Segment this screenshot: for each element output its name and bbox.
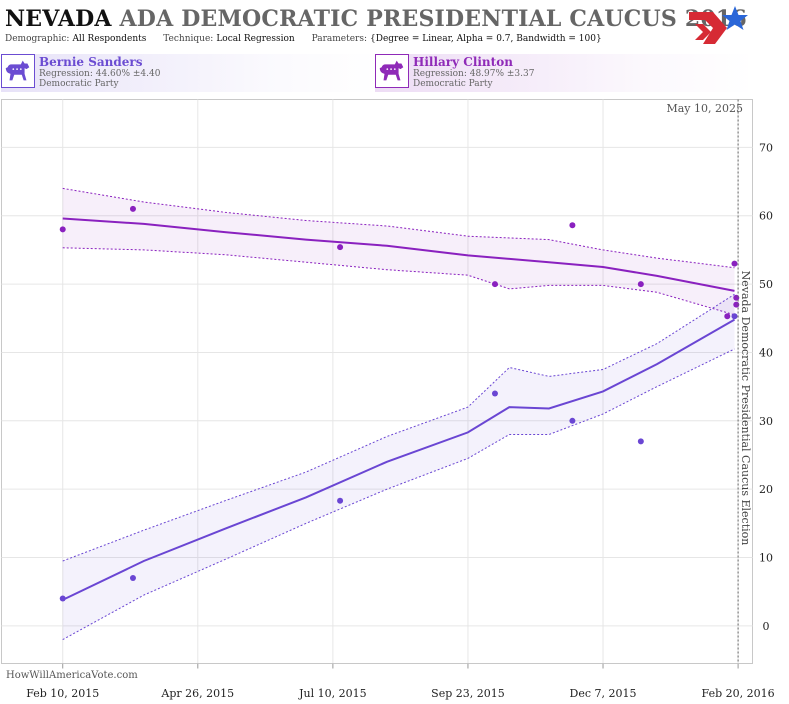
poll-point-clinton [724,313,731,320]
x-tick-label: Apr 26, 2015 [160,687,234,700]
candidate-party: Democratic Party [39,79,119,89]
y-tick-label: 50 [759,278,773,291]
x-axis: Feb 10, 2015 Apr 26, 2015 Jul 10, 2015 Sep … [26,663,775,700]
poll-point-sanders [59,595,66,602]
demographic-value: All Respondents [72,34,147,44]
poll-point-sanders [129,575,136,582]
y-tick-label: 30 [759,415,773,428]
poll-point-sanders [637,438,644,445]
donkey-icon [375,54,409,88]
x-tick-label: Feb 20, 2016 [702,687,775,700]
poll-point-sanders [337,497,344,504]
y-tick-label: 40 [759,346,773,359]
y-tick-label: 70 [759,141,773,154]
candidate-name: Hillary Clinton [413,55,513,69]
technique-value: Local Regression [216,34,295,44]
grid [1,99,753,664]
chart-header: NEVADA ADA DEMOCRATIC PRESIDENTIAL CAUCU… [0,0,789,98]
poll-point-clinton [129,205,136,212]
poll-point-clinton [637,281,644,288]
band-lower-clinton [62,247,735,316]
parameters-label: Parameters: [311,34,368,44]
current-date-label: May 10, 2025 [666,102,743,115]
x-tick-label: Dec 7, 2015 [570,687,637,700]
donkey-icon [1,54,35,88]
trend-line-clinton [62,217,735,292]
y-tick-label: 0 [763,620,770,633]
demographic-label: Demographic: [5,34,70,44]
poll-point-clinton [569,222,576,229]
candidate-name: Bernie Sanders [39,55,143,69]
page-title: NEVADA ADA DEMOCRATIC PRESIDENTIAL CAUCU… [5,6,747,32]
band-area-sanders [62,294,735,640]
trend-line-sanders [62,318,735,601]
poll-point-sanders [731,313,738,320]
poll-point-sanders [491,390,498,397]
site-credit: HowWillAmericaVote.com [6,670,138,681]
title-state: NEVADA [5,6,112,32]
plot-frame [1,99,753,664]
y-axis: 0 10 20 30 40 50 60 70 [759,141,773,633]
election-label: Nevada Democratic Presidential Caucus El… [739,271,752,546]
title-rest: ADA DEMOCRATIC PRESIDENTIAL CAUCUS 2016 [119,6,747,32]
candidate-regression: Regression: 44.60% ±4.40 [39,69,161,79]
poll-point-clinton [59,226,66,233]
candidate-party: Democratic Party [413,79,493,89]
candidate-card-sanders: Bernie Sanders Regression: 44.60% ±4.40 … [1,54,381,92]
x-tick-label: Jul 10, 2015 [298,687,367,700]
band-lower-sanders [62,348,735,641]
band-upper-sanders [62,293,735,562]
poll-points [59,205,740,602]
band-area-clinton [62,188,735,315]
poll-point-clinton [491,281,498,288]
x-tick-label: Feb 10, 2015 [26,687,99,700]
parameters-line: Demographic: All Respondents Technique: Lo… [5,34,616,44]
poll-point-sanders [569,417,576,424]
parameters-value: {Degree = Linear, Alpha = 0.7, Bandwidth… [370,34,602,44]
site-logo-icon [689,6,748,44]
confidence-bands [62,187,735,641]
candidate-regression: Regression: 48.97% ±3.37 [413,69,535,79]
y-tick-label: 60 [759,210,773,223]
y-tick-label: 20 [759,483,773,496]
poll-point-clinton [337,244,344,251]
poll-chart: Nevada Democratic Presidential Caucus El… [1,99,775,700]
x-tick-label: Sep 23, 2015 [431,687,505,700]
y-tick-label: 10 [759,552,773,565]
poll-point-clinton [731,260,738,267]
trend-lines [62,217,735,601]
poll-point-clinton [733,301,740,308]
technique-label: Technique: [163,34,214,44]
candidate-card-clinton: Hillary Clinton Regression: 48.97% ±3.37… [375,54,755,92]
